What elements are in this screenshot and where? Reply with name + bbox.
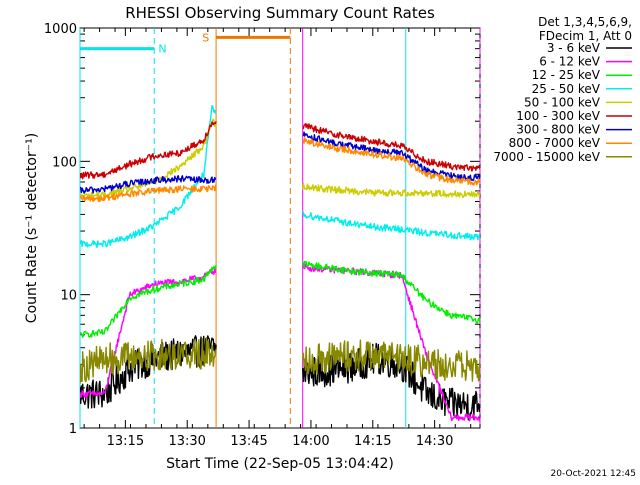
series-line [302, 123, 480, 172]
y-tick-label: 100 [52, 155, 77, 170]
legend-label: 50 - 100 keV [524, 95, 601, 109]
x-tick-label: 13:15 [107, 434, 144, 449]
x-tick-label: 14:15 [354, 434, 391, 449]
legend-label: 12 - 25 keV [532, 68, 601, 82]
legend-label: 25 - 50 keV [532, 82, 601, 96]
y-axis-label: Count Rate (s⁻¹ detector⁻¹) [24, 133, 40, 323]
y-tick-label: 1000 [44, 22, 77, 37]
series-line [302, 182, 480, 198]
legend-header-line: Det 1,3,4,5,6,9, [538, 15, 632, 29]
series-line [302, 260, 480, 324]
x-tick-label: 13:30 [168, 434, 205, 449]
legend-label: 300 - 800 keV [516, 123, 600, 137]
y-tick-label: 1 [69, 422, 77, 437]
series-line [80, 118, 217, 200]
legend-label: 7000 - 15000 keV [493, 150, 600, 164]
x-tick-label: 14:00 [292, 434, 329, 449]
series-line [302, 137, 480, 186]
legend-label: 100 - 300 keV [516, 109, 600, 123]
series-line [80, 267, 217, 398]
series-line [80, 175, 217, 194]
series-line [80, 264, 217, 338]
x-axis-label: Start Time (22-Sep-05 13:04:42) [166, 456, 394, 472]
legend-label: 6 - 12 keV [539, 55, 601, 69]
x-tick-label: 14:30 [416, 434, 453, 449]
annotation-label: S [202, 31, 209, 44]
series-line [80, 183, 217, 203]
series-line [302, 339, 480, 382]
traces [80, 105, 480, 422]
series-line [80, 105, 217, 248]
y-tick-label: 10 [60, 289, 77, 304]
legend-label: 800 - 7000 keV [509, 136, 601, 150]
plot-area: 1 10 100 1000 13:15 13:30 13:45 14:00 14:15 14:30… [44, 22, 481, 449]
x-tick-label: 13:45 [230, 434, 267, 449]
legend-header-line: FDecim 1, Att 0 [539, 29, 632, 43]
legend-label: 3 - 6 keV [547, 41, 601, 55]
series-line [302, 210, 480, 241]
footer-date: 20-Oct-2021 12:45 [551, 469, 636, 479]
series-line [80, 337, 217, 384]
chart-title: RHESSI Observing Summary Count Rates [125, 4, 435, 22]
annotation-label: N [158, 43, 166, 56]
series-line [80, 120, 217, 180]
